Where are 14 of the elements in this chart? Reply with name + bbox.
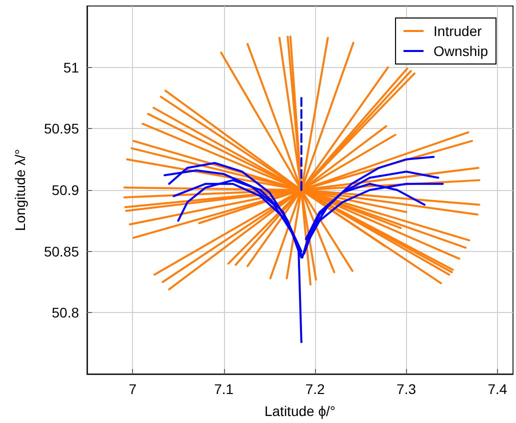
y-tick-label: 51 bbox=[63, 59, 80, 76]
x-tick-label: 7.2 bbox=[305, 381, 325, 397]
y-tick-label: 50.95 bbox=[44, 120, 80, 137]
y-tick-label: 50.9 bbox=[52, 182, 80, 198]
x-axis-title: Latitude ϕ/° bbox=[264, 403, 336, 419]
x-tick-label: 7 bbox=[128, 381, 137, 397]
y-axis-title: Longitude λ/° bbox=[12, 149, 28, 231]
x-tick-label: 7.3 bbox=[396, 381, 416, 397]
x-tick-label: 7.4 bbox=[488, 381, 508, 397]
legend-label: Intruder bbox=[434, 23, 482, 39]
legend-label: Ownship bbox=[434, 43, 488, 59]
y-tick-label: 50.85 bbox=[44, 243, 80, 260]
x-tick-label: 7.1 bbox=[214, 381, 234, 397]
y-tick-label: 50.8 bbox=[52, 304, 80, 321]
